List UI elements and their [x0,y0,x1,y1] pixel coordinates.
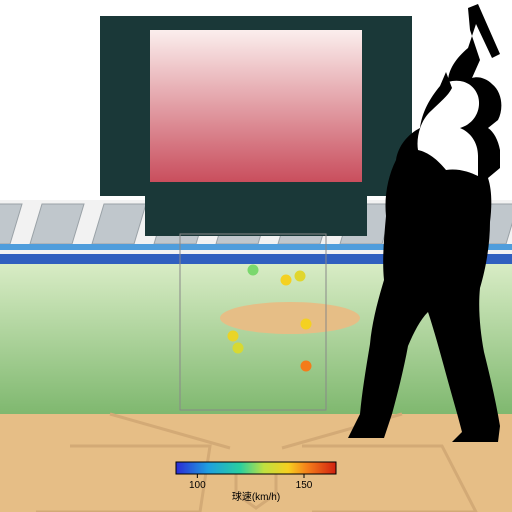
pitch-point [281,275,292,286]
pitch-point [228,331,239,342]
colorbar-tick-label: 150 [296,480,313,491]
pitch-point [295,271,306,282]
scoreboard-lower [145,196,367,236]
pitch-location-chart: 100 150 球速(km/h) [0,0,512,512]
pitch-point [301,361,312,372]
pitch-point [301,319,312,330]
pitch-point [248,265,259,276]
colorbar-label: 球速(km/h) [232,490,280,503]
colorbar [176,462,336,474]
pitch-point [233,343,244,354]
colorbar-tick-label: 100 [189,480,206,491]
pitchers-mound [220,302,360,334]
scoreboard-screen [150,30,362,182]
